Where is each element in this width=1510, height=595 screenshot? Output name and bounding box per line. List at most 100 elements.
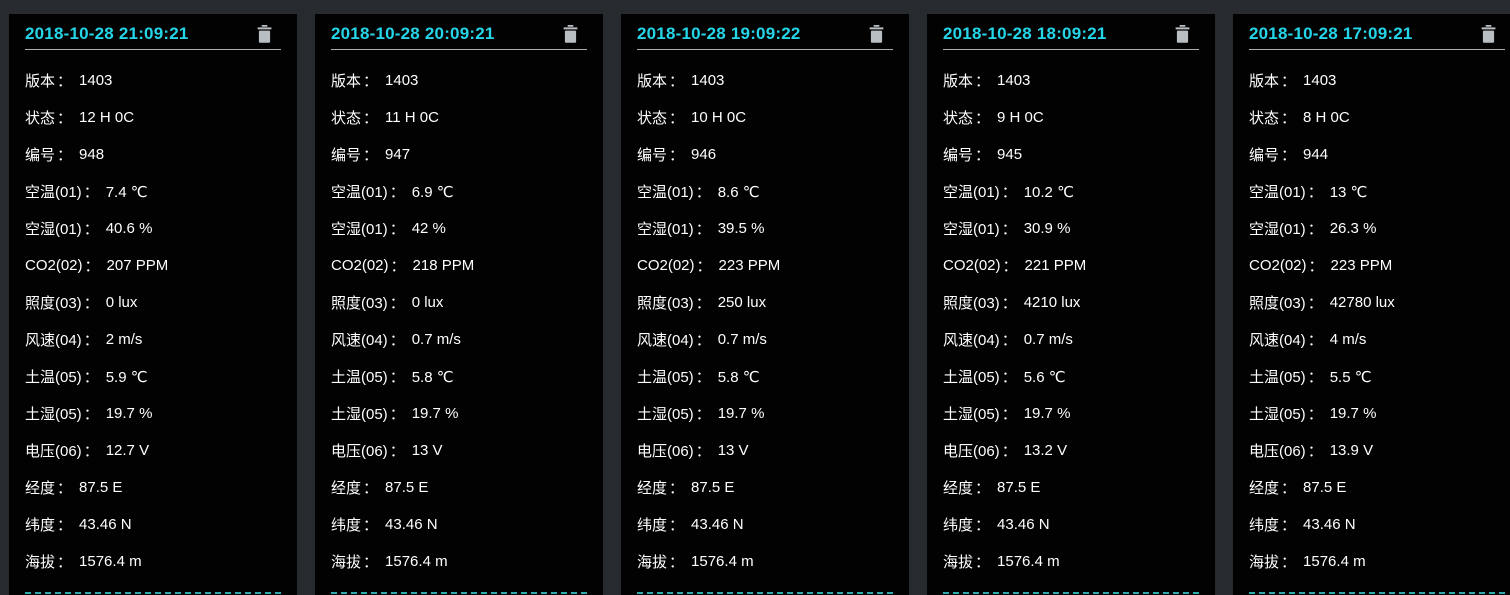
sensor-row: 土湿(05)： 19.7 %	[943, 395, 1199, 432]
sensor-row: 编号： 946	[637, 136, 893, 173]
row-value: 40.6 %	[105, 220, 153, 237]
row-label: 电压(06)	[331, 443, 388, 460]
row-value: 30.9 %	[1023, 220, 1071, 237]
row-value: 43.46 N	[1303, 516, 1356, 533]
row-value: 19.7 %	[1329, 405, 1377, 422]
sensor-row: 纬度： 43.46 N	[1249, 506, 1505, 543]
row-value: 8.6 ℃	[717, 183, 760, 201]
delete-record-button[interactable]	[1172, 23, 1193, 45]
sensor-row: 状态： 11 H 0C	[331, 99, 587, 136]
row-colon: ：	[83, 295, 99, 312]
sensor-row: 电压(06)： 12.7 V	[25, 432, 281, 469]
row-value: 1576.4 m	[79, 553, 142, 570]
sensor-record-card: 2018-10-28 17:09:21 版本： 1403 状态： 8 H 0C	[1233, 14, 1510, 595]
row-colon: ：	[695, 443, 711, 460]
sensor-row: 电压(06)： 13 V	[331, 432, 587, 469]
delete-record-button[interactable]	[1478, 23, 1499, 45]
row-colon: ：	[363, 110, 379, 127]
row-colon: ：	[975, 147, 991, 164]
row-colon: ：	[1281, 110, 1297, 127]
row-colon: ：	[1307, 295, 1323, 312]
sensor-row: 空湿(01)： 42 %	[331, 210, 587, 247]
row-value: 1403	[79, 72, 113, 89]
sensor-row: CO2(02)： 221 PPM	[943, 247, 1199, 284]
row-label: 海拔	[331, 554, 362, 571]
row-value: 0.7 m/s	[411, 331, 461, 348]
sensor-row: 风速(04)： 4 m/s	[1249, 321, 1505, 358]
row-label: 纬度	[637, 517, 668, 534]
row-colon: ：	[696, 258, 712, 275]
card-body: 版本： 1403 状态： 9 H 0C 编号： 945 空温(01)： 10.2 ℃ 空…	[943, 62, 1199, 580]
row-label: 土温(05)	[637, 369, 694, 386]
sensor-row: 空温(01)： 13 ℃	[1249, 173, 1505, 210]
delete-record-button[interactable]	[866, 23, 887, 45]
sensor-row: 土温(05)： 5.8 ℃	[331, 358, 587, 395]
row-label: CO2(02)	[943, 257, 1001, 274]
row-value: 13 V	[411, 442, 443, 459]
header-divider	[943, 49, 1199, 50]
row-value: 221 PPM	[1024, 257, 1087, 274]
sensor-row: 土温(05)： 5.6 ℃	[943, 358, 1199, 395]
sensor-row: 空温(01)： 8.6 ℃	[637, 173, 893, 210]
trash-icon	[1175, 25, 1190, 46]
card-timestamp: 2018-10-28 21:09:21	[25, 24, 189, 43]
sensor-row: 风速(04)： 0.7 m/s	[943, 321, 1199, 358]
row-colon: ：	[1002, 258, 1018, 275]
sensor-row: 风速(04)： 0.7 m/s	[331, 321, 587, 358]
row-label: 照度(03)	[943, 295, 1000, 312]
sensor-row: 照度(03)： 250 lux	[637, 284, 893, 321]
delete-record-button[interactable]	[254, 23, 275, 45]
row-colon: ：	[669, 73, 685, 90]
row-value: 948	[79, 146, 105, 163]
row-value: 207 PPM	[106, 257, 169, 274]
sensor-row: CO2(02)： 218 PPM	[331, 247, 587, 284]
row-value: 11 H 0C	[385, 109, 439, 126]
row-label: 照度(03)	[331, 295, 388, 312]
row-value: 1403	[691, 72, 725, 89]
sensor-row: 状态： 12 H 0C	[25, 99, 281, 136]
row-colon: ：	[695, 332, 711, 349]
delete-record-button[interactable]	[560, 23, 581, 45]
row-label: 状态	[637, 110, 668, 127]
sensor-row: 空湿(01)： 30.9 %	[943, 210, 1199, 247]
header-divider	[331, 49, 587, 50]
row-colon: ：	[83, 332, 99, 349]
row-value: 945	[997, 146, 1023, 163]
row-colon: ：	[57, 147, 73, 164]
row-colon: ：	[389, 443, 405, 460]
sensor-row: 编号： 948	[25, 136, 281, 173]
row-label: 照度(03)	[25, 295, 82, 312]
row-colon: ：	[389, 295, 405, 312]
card-header: 2018-10-28 18:09:21	[943, 14, 1199, 47]
header-divider	[637, 49, 893, 50]
row-value: 87.5 E	[385, 479, 429, 496]
row-value: 2 m/s	[105, 331, 143, 348]
row-colon: ：	[1307, 221, 1323, 238]
row-label: 空湿(01)	[943, 221, 1000, 238]
row-value: 12 H 0C	[79, 109, 135, 126]
row-label: 空湿(01)	[25, 221, 82, 238]
row-value: 87.5 E	[1303, 479, 1347, 496]
row-colon: ：	[390, 258, 406, 275]
row-label: 土温(05)	[943, 369, 1000, 386]
row-value: 1403	[1303, 72, 1337, 89]
row-colon: ：	[1001, 221, 1017, 238]
row-value: 12.7 V	[105, 442, 150, 459]
sensor-row: 照度(03)： 0 lux	[331, 284, 587, 321]
row-colon: ：	[1281, 517, 1297, 534]
row-colon: ：	[1001, 332, 1017, 349]
row-value: 43.46 N	[997, 516, 1050, 533]
row-value: 4 m/s	[1329, 331, 1367, 348]
row-value: 87.5 E	[691, 479, 735, 496]
row-label: 照度(03)	[637, 295, 694, 312]
sensor-row: 照度(03)： 4210 lux	[943, 284, 1199, 321]
sensor-row: 风速(04)： 2 m/s	[25, 321, 281, 358]
sensor-record-card: 2018-10-28 20:09:21 版本： 1403 状态： 11 H 0C	[315, 14, 603, 595]
row-label: 空温(01)	[1249, 184, 1306, 201]
card-timestamp: 2018-10-28 19:09:22	[637, 24, 801, 43]
card-timestamp: 2018-10-28 17:09:21	[1249, 24, 1413, 43]
row-label: 电压(06)	[943, 443, 1000, 460]
row-label: 编号	[943, 147, 974, 164]
row-label: 海拔	[943, 554, 974, 571]
sensor-row: CO2(02)： 223 PPM	[1249, 247, 1505, 284]
